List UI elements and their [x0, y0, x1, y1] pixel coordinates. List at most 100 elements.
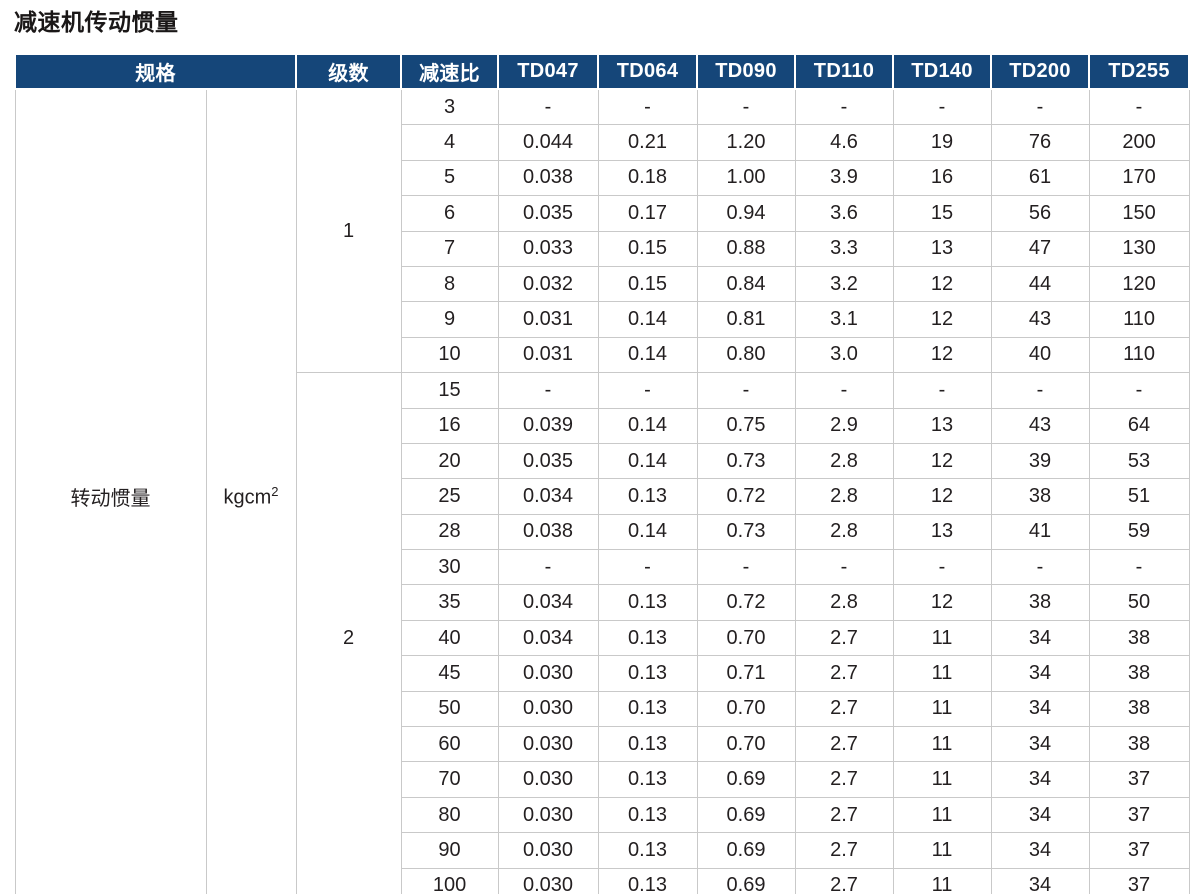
- ratio-cell: 4: [400, 124, 499, 161]
- value-cell-td064: -: [597, 88, 698, 126]
- value-cell-td110: 2.7: [794, 832, 894, 869]
- value-cell-td090: 1.20: [696, 124, 796, 161]
- value-cell-td255: -: [1088, 88, 1190, 126]
- value-cell-td047: 0.030: [497, 832, 599, 869]
- value-cell-td140: 11: [892, 655, 992, 692]
- value-cell-td255: 150: [1088, 195, 1190, 232]
- value-cell-td064: 0.18: [597, 159, 698, 197]
- value-cell-td140: 12: [892, 301, 992, 338]
- value-cell-td110: 3.2: [794, 265, 894, 303]
- value-cell-td090: 0.69: [696, 796, 796, 834]
- unit-superscript: 2: [271, 483, 279, 499]
- value-cell-td255: 38: [1088, 655, 1190, 692]
- value-cell-td255: 200: [1088, 124, 1190, 161]
- value-cell-td090: 0.71: [696, 655, 796, 692]
- value-cell-td140: 11: [892, 796, 992, 834]
- value-cell-td047: 0.031: [497, 336, 599, 374]
- value-cell-td255: 37: [1088, 796, 1190, 834]
- ratio-cell: 40: [400, 619, 499, 657]
- value-cell-td110: 3.0: [794, 336, 894, 374]
- value-cell-td200: 34: [990, 619, 1090, 657]
- value-cell-td255: 53: [1088, 442, 1190, 480]
- value-cell-td090: 0.70: [696, 619, 796, 657]
- value-cell-td140: -: [892, 549, 992, 586]
- col-header-td110: TD110: [794, 55, 895, 90]
- value-cell-td064: 0.17: [597, 195, 698, 232]
- value-cell-td200: 43: [990, 301, 1090, 338]
- table-row: 4 0.044 0.21 1.20 4.6 19 76 200: [15, 124, 1190, 161]
- table-row: 转动惯量 kgcm2 1 3- - - - - - -: [14, 88, 1190, 894]
- inertia-table: 规格 级数 减速比 TD047 TD064 TD090 TD110 TD140 TD200…: [13, 55, 1191, 894]
- table-row: 70 0.030 0.13 0.69 2.7 11 34 37: [15, 761, 1190, 798]
- value-cell-td047: 0.035: [497, 442, 599, 480]
- table-row: 100 0.030 0.13 0.69 2.7 11 34 37: [15, 867, 1190, 894]
- table-row: 20 0.035 0.14 0.73 2.8 12 39 53: [15, 442, 1190, 480]
- value-cell-td110: 3.1: [794, 301, 894, 338]
- value-cell-td110: 2.7: [794, 690, 894, 728]
- value-cell-td200: 38: [990, 584, 1090, 621]
- value-cell-td110: 2.7: [794, 619, 894, 657]
- value-cell-td140: 12: [892, 584, 992, 621]
- value-cell-td110: 3.3: [794, 230, 894, 267]
- value-cell-td110: -: [794, 88, 894, 126]
- value-cell-td200: 34: [990, 690, 1090, 728]
- value-cell-td047: 0.039: [497, 407, 599, 444]
- value-cell-td110: 3.9: [794, 159, 894, 197]
- value-cell-td140: 11: [892, 761, 992, 798]
- value-cell-td047: 0.038: [497, 513, 599, 551]
- value-cell-td064: 0.14: [597, 407, 698, 444]
- value-cell-td110: 2.7: [794, 726, 894, 763]
- value-cell-td255: 50: [1088, 584, 1190, 621]
- value-cell-td064: 0.13: [597, 584, 698, 621]
- value-cell-td090: 0.69: [696, 867, 796, 894]
- value-cell-td110: 2.9: [794, 407, 894, 444]
- table-row: 40 0.034 0.13 0.70 2.7 11 34 38: [15, 619, 1190, 657]
- value-cell-td047: 0.030: [497, 655, 599, 692]
- ratio-cell: 10: [400, 336, 499, 374]
- value-cell-td047: 0.030: [497, 761, 599, 798]
- col-header-ratio: 减速比: [400, 55, 500, 90]
- unit-cell: kgcm2: [205, 88, 297, 894]
- value-cell-td110: 2.7: [794, 867, 894, 894]
- col-header-td255: TD255: [1088, 55, 1191, 90]
- ratio-cell: 30: [400, 549, 499, 586]
- table-row: 16 0.039 0.14 0.75 2.9 13 43 64: [15, 407, 1190, 444]
- table-row: 35 0.034 0.13 0.72 2.8 12 38 50: [15, 584, 1190, 621]
- page: 减速机传动惯量 规格 级数 减速比 TD047 TD064 TD090 TD110 TD…: [0, 8, 1202, 894]
- value-cell-td090: 0.84: [696, 265, 796, 303]
- table-row: 50 0.030 0.13 0.70 2.7 11 34 38: [15, 690, 1190, 728]
- col-header-td200: TD200: [990, 55, 1091, 90]
- value-cell-td090: -: [696, 88, 796, 126]
- value-cell-td140: -: [892, 88, 992, 126]
- value-cell-td090: 0.81: [696, 301, 796, 338]
- table-row: 28 0.038 0.14 0.73 2.8 13 41 59: [15, 513, 1190, 551]
- value-cell-td200: 61: [990, 159, 1090, 197]
- ratio-cell: 8: [400, 265, 499, 303]
- value-cell-td200: 38: [990, 478, 1090, 515]
- value-cell-td200: 47: [990, 230, 1090, 267]
- value-cell-td064: 0.13: [597, 690, 698, 728]
- value-cell-td047: 0.030: [497, 796, 599, 834]
- value-cell-td140: 12: [892, 336, 992, 374]
- value-cell-td047: 0.033: [497, 230, 599, 267]
- value-cell-td064: -: [597, 549, 698, 586]
- value-cell-td200: 40: [990, 336, 1090, 374]
- table-row: 6 0.035 0.17 0.94 3.6 15 56 150: [15, 195, 1190, 232]
- value-cell-td064: 0.14: [597, 442, 698, 480]
- value-cell-td140: 15: [892, 195, 992, 232]
- ratio-cell: 3: [400, 88, 499, 126]
- value-cell-td140: 11: [892, 690, 992, 728]
- value-cell-td200: 41: [990, 513, 1090, 551]
- value-cell-td090: 0.73: [696, 513, 796, 551]
- value-cell-td200: -: [990, 88, 1090, 126]
- value-cell-td064: 0.21: [597, 124, 698, 161]
- value-cell-td064: 0.13: [597, 478, 698, 515]
- value-cell-td064: -: [597, 372, 698, 409]
- value-cell-td090: 0.69: [696, 761, 796, 798]
- value-cell-td064: 0.15: [597, 265, 698, 303]
- ratio-cell: 70: [400, 761, 499, 798]
- value-cell-td047: 0.034: [497, 478, 599, 515]
- value-cell-td200: -: [990, 549, 1090, 586]
- ratio-cell: 9: [400, 301, 499, 338]
- value-cell-td047: 0.034: [497, 619, 599, 657]
